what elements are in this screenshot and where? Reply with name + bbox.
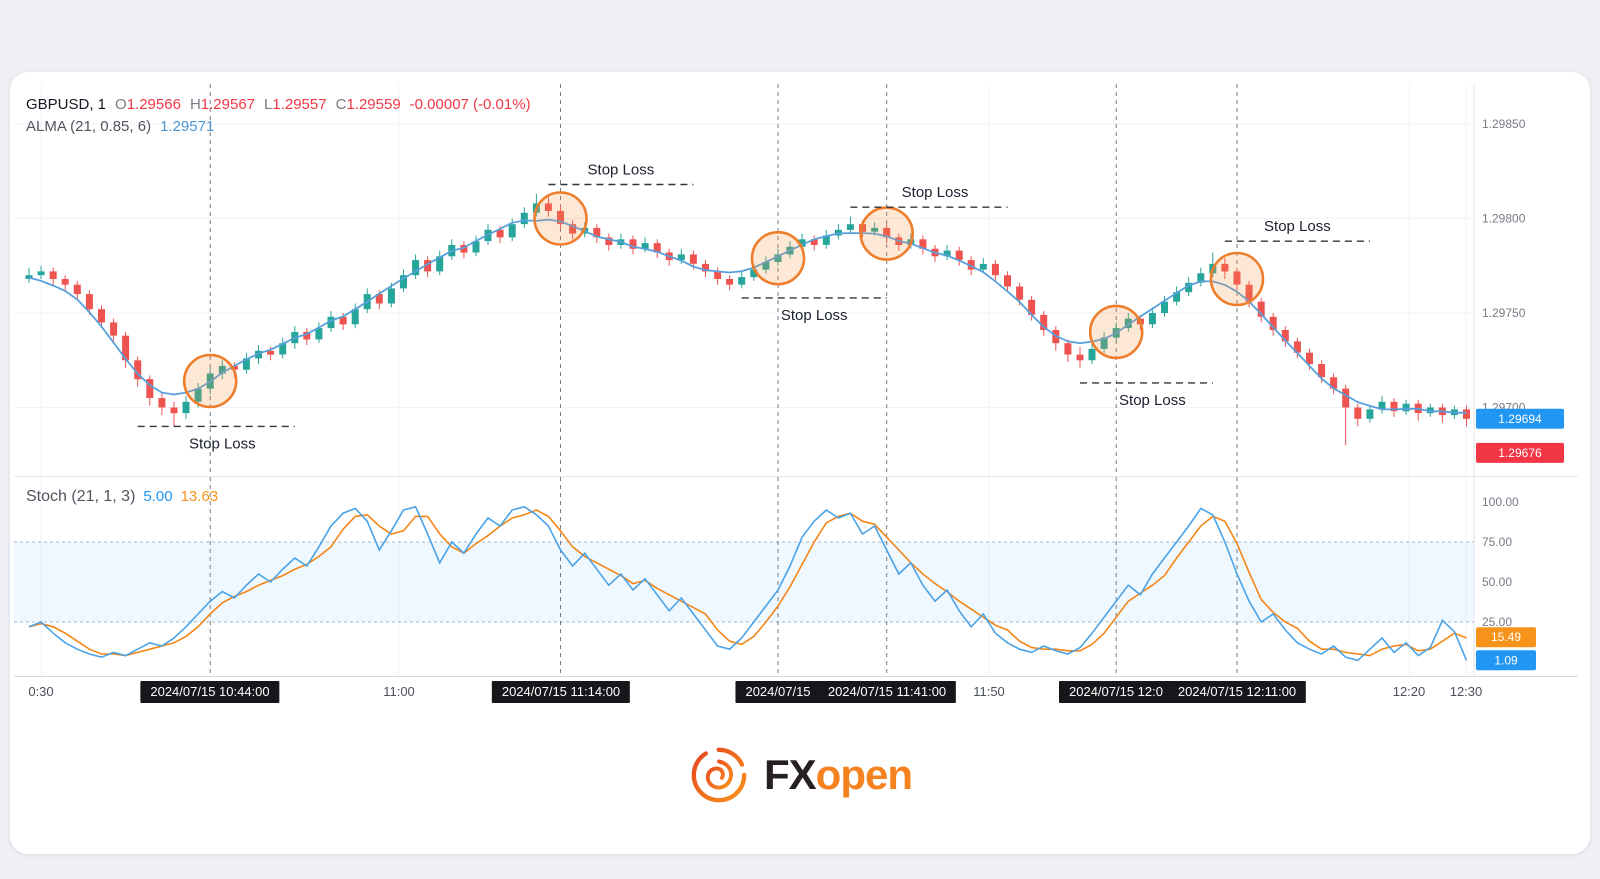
svg-text:1.29694: 1.29694 [1498,412,1542,426]
stop-loss-annotations: Stop Loss Stop Loss Stop Loss Stop Loss Stop… [137,162,1370,452]
stoch-grid [40,477,1467,677]
price-axis[interactable]: 1.298501.298001.297501.297001.296941.296… [1476,117,1564,463]
price-pane[interactable]: Stop Loss Stop Loss Stop Loss Stop Loss Stop… [14,84,1578,476]
price-tick-label: 1.29850 [1482,117,1526,131]
fxopen-logo-icon [691,747,747,803]
time-badge: 2024/07/15 12:11:00 [1167,681,1307,703]
entry-circle [859,206,915,261]
entry-circle [182,353,238,409]
time-badge: 2024/07/15 11:14:00 [491,681,631,703]
stoch-tick-label: 50.00 [1482,575,1512,589]
stoch-tick-label: 100.00 [1482,495,1519,509]
stop-loss-label: Stop Loss [1264,218,1331,235]
trading-chart[interactable]: Stop Loss Stop Loss Stop Loss Stop Loss Stop… [14,84,1578,707]
brand-fx: FX [764,751,817,798]
fxopen-wordmark: FXopen [764,751,913,799]
stoch-session-lines [209,477,1238,677]
stoch-tick-label: 25.00 [1482,615,1512,629]
price-tick-label: 1.29750 [1482,306,1526,320]
time-tick-label: 0:30 [28,684,54,699]
stoch-badge [1476,650,1536,671]
stoch-tick-label: 75.00 [1482,535,1512,549]
entry-circles [182,191,1265,409]
entry-circle [750,230,806,286]
footer-brand: FXopen [10,720,1590,830]
svg-text:15.49: 15.49 [1491,630,1521,644]
time-badge: 2024/07/15 12:0 [1059,681,1173,703]
stop-loss-label: Stop Loss [588,162,655,179]
svg-text:1.09: 1.09 [1494,653,1518,667]
entry-circle [1209,251,1265,307]
chart-card: Stop Loss Stop Loss Stop Loss Stop Loss Stop… [10,72,1590,854]
svg-text:1.29676: 1.29676 [1498,446,1542,460]
time-badge: 2024/07/15 11:41:00 [817,681,957,703]
time-tick-label: 11:50 [973,684,1005,699]
time-badge: 2024/07/15 [735,681,821,703]
alma-line [28,218,1467,414]
price-grid [14,84,1474,476]
stop-loss-label: Stop Loss [781,307,848,324]
stoch-badge [1476,627,1536,648]
time-badge: 2024/07/15 10:44:00 [140,681,280,703]
price-badge [1476,442,1564,463]
price-tick-label: 1.29800 [1482,212,1526,226]
entry-circle [533,191,588,246]
time-tick-label: 11:00 [383,684,415,699]
stop-loss-label: Stop Loss [189,435,256,452]
brand-open: open [815,751,913,798]
entry-circle [1088,304,1144,360]
price-badge [1476,408,1564,429]
time-tick-label: 12:30 [1449,684,1483,699]
session-lines [209,84,1238,476]
stoch-k-line [28,505,1468,662]
stop-loss-label: Stop Loss [1119,392,1186,409]
time-tick-label: 12:20 [1392,684,1426,699]
time-axis[interactable]: 0:30 11:00 11:50 12:20 12:30 2024/07/15 10:44… [14,676,1578,707]
stop-loss-label: Stop Loss [902,184,969,201]
